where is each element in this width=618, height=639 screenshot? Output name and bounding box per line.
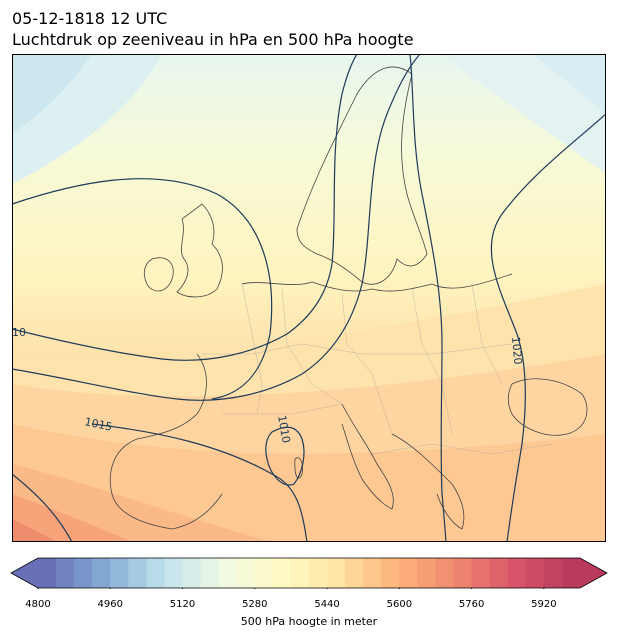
isobars: [12, 54, 606, 542]
colorbar-cell: [471, 558, 491, 588]
map-title-description: Luchtdruk op zeeniveau in hPa en 500 hPa…: [12, 30, 414, 49]
colorbar-cell: [327, 558, 346, 588]
coast-great-britain: [176, 203, 223, 298]
isobar-2: [12, 54, 358, 361]
colorbar-cell: [200, 558, 220, 588]
coast-north-europe: [241, 273, 513, 292]
height-band-5720: [12, 494, 132, 542]
colorbar-cell: [290, 558, 310, 588]
colorbar: [10, 557, 608, 589]
colorbar-cell: [38, 558, 57, 588]
colorbar-cell: [218, 558, 238, 588]
colorbar-extend-high: [580, 558, 607, 588]
isobar-label: 10: [12, 326, 26, 339]
country-borders: [202, 283, 553, 455]
colorbar-outline: [10, 557, 608, 589]
isobar-7: [490, 113, 606, 542]
coast-balkans: [391, 433, 465, 530]
colorbar-tick-label: 5920: [531, 599, 557, 610]
colorbar-tick-label: 5280: [242, 599, 268, 610]
height-band-5240: [12, 54, 92, 134]
isobar-6: [409, 54, 447, 542]
coast-corsica: [294, 457, 303, 479]
height-band-5760: [12, 519, 57, 542]
isobar-4: [91, 423, 308, 542]
weather-map: 10 1015 1010 1020: [12, 54, 606, 542]
coast-italy: [341, 403, 394, 510]
colorbar-cell: [561, 558, 581, 588]
colorbar-tick-label: 5440: [314, 599, 340, 610]
colorbar-cell: [236, 558, 256, 588]
colorbar-cell: [435, 558, 455, 588]
map-title-datetime: 05-12-1818 12 UTC: [12, 9, 168, 28]
height-band-5320-ne: [442, 54, 606, 174]
height-band-5280-ne: [532, 54, 606, 114]
isobar-label: 1015: [83, 415, 113, 434]
map-frame: [12, 54, 606, 542]
coast-west-europe: [109, 353, 223, 530]
colorbar-tick-label: 5120: [169, 599, 196, 610]
colorbar-cell: [164, 558, 184, 588]
colorbar-cell: [92, 558, 111, 588]
colorbar-cell: [525, 558, 545, 588]
colorbar-cell: [543, 558, 563, 588]
colorbar-cell: [110, 558, 129, 588]
colorbar-cell: [56, 558, 75, 588]
colorbar-cell: [182, 558, 202, 588]
isobar-label: 1010: [275, 414, 293, 444]
colorbar-cell: [453, 558, 473, 588]
colorbar-label: 500 hPa hoogte in meter: [240, 615, 378, 628]
isobar-3: [12, 54, 421, 401]
colorbar-tick-label: 4960: [97, 599, 123, 610]
colorbar-cell: [417, 558, 436, 588]
colorbar-cell: [489, 558, 509, 588]
colorbar-cell: [146, 558, 165, 588]
colorbar-cells: [11, 558, 607, 589]
colorbar-tick-label: 5600: [386, 599, 413, 610]
colorbar-cell: [381, 558, 400, 588]
colorbar-cell: [345, 558, 364, 588]
coast-black-sea: [507, 378, 588, 436]
colorbar-cell: [507, 558, 527, 588]
colorbar-cell: [399, 558, 418, 588]
colorbar-cell: [254, 558, 274, 588]
isobar-label: 1020: [509, 336, 524, 365]
colorbar-cell: [309, 558, 328, 588]
colorbar-cell: [272, 558, 292, 588]
coast-ireland: [143, 257, 174, 292]
isobar-8: [12, 473, 73, 542]
colorbar-cell: [74, 558, 93, 588]
colorbar-extend-low: [11, 558, 38, 588]
coast-scandinavia: [296, 66, 428, 285]
isobar-5: [265, 426, 305, 486]
coastlines: [109, 66, 588, 530]
colorbar-tick-label: 4800: [25, 599, 51, 610]
colorbar-cell: [363, 558, 382, 588]
isobar-1: [12, 178, 273, 400]
colorbar-cell: [128, 558, 147, 588]
colorbar-tick-label: 5760: [458, 599, 485, 610]
